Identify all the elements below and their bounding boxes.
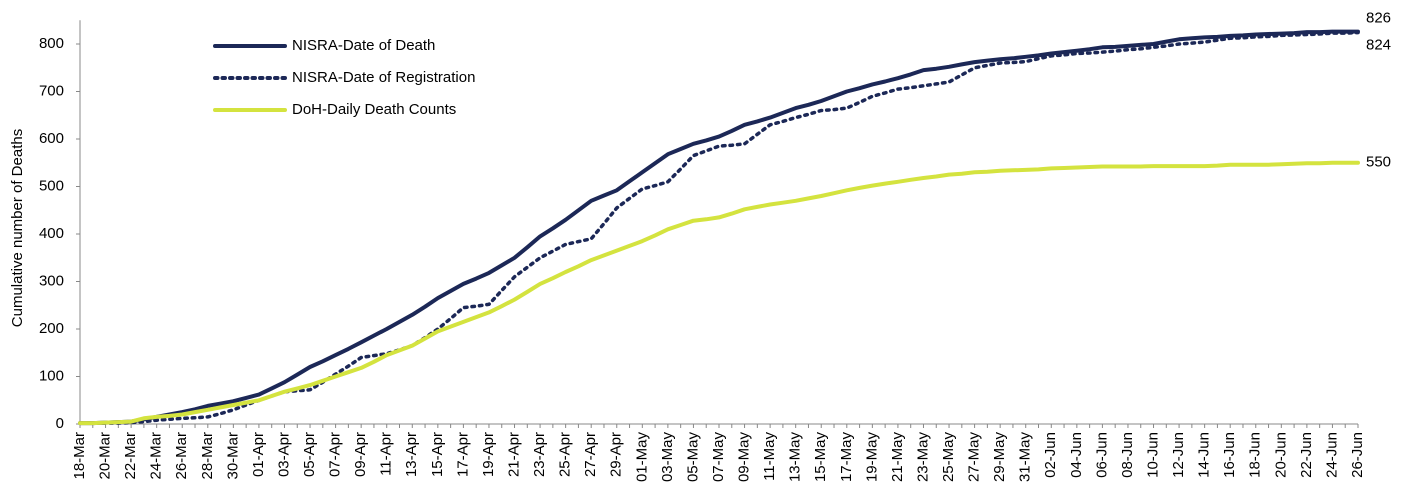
x-tick-label: 11-Apr (378, 432, 395, 476)
x-tick-label: 16-Jun (1221, 432, 1238, 478)
x-tick-label: 07-May (710, 432, 727, 483)
y-tick-label: 700 (39, 82, 64, 99)
x-tick-label: 08-Jun (1119, 432, 1136, 478)
x-tick-label: 26-Jun (1349, 432, 1366, 478)
x-tick-label: 11-May (761, 432, 778, 481)
x-tick-label: 12-Jun (1170, 432, 1187, 478)
x-tick-label: 17-May (838, 432, 855, 483)
x-tick-label: 19-Apr (480, 432, 497, 477)
x-tick-label: 03-Apr (275, 432, 292, 477)
x-tick-label: 26-Mar (173, 432, 190, 480)
y-tick-label: 200 (39, 320, 64, 337)
x-tick-label: 15-Apr (429, 432, 446, 477)
x-tick-label: 30-Mar (224, 432, 241, 480)
y-tick-label: 600 (39, 130, 64, 147)
x-tick-label: 21-Apr (505, 432, 522, 477)
x-tick-label: 20-Mar (97, 432, 114, 480)
x-tick-label: 22-Mar (122, 432, 139, 480)
x-tick-label: 23-May (914, 432, 931, 483)
legend-label: NISRA-Date of Registration (292, 69, 475, 86)
y-tick-label: 400 (39, 225, 64, 242)
x-tick-label: 01-Apr (250, 432, 267, 477)
y-tick-label: 0 (56, 415, 64, 432)
x-tick-label: 05-May (684, 432, 701, 483)
x-tick-label: 04-Jun (1068, 432, 1085, 478)
x-tick-label: 31-May (1017, 432, 1034, 483)
x-tick-label: 13-Apr (403, 432, 420, 477)
x-tick-label: 10-Jun (1144, 432, 1161, 478)
end-label: 550 (1366, 154, 1391, 171)
x-tick-label: 29-May (991, 432, 1008, 483)
x-tick-label: 13-May (787, 432, 804, 483)
series-line (78, 30, 1360, 425)
x-tick-label: 09-Apr (352, 432, 369, 477)
x-tick-label: 18-Mar (71, 432, 88, 480)
x-tick-label: 20-Jun (1272, 432, 1289, 478)
x-tick-label: 17-Apr (454, 432, 471, 477)
x-tick-label: 01-May (633, 432, 650, 483)
y-tick-label: 500 (39, 177, 64, 194)
end-label: 824 (1366, 37, 1391, 54)
x-tick-label: 05-Apr (301, 432, 318, 477)
x-tick-label: 09-May (736, 432, 753, 483)
series-line (78, 29, 1360, 426)
x-tick-label: 14-Jun (1196, 432, 1213, 478)
y-tick-label: 300 (39, 272, 64, 289)
x-tick-label: 27-May (966, 432, 983, 483)
legend-label: DoH-Daily Death Counts (292, 101, 456, 118)
x-tick-label: 06-Jun (1093, 432, 1110, 478)
x-tick-label: 03-May (659, 432, 676, 483)
y-axis-label: Cumulative number of Deaths (9, 129, 26, 327)
y-tick-label: 100 (39, 367, 64, 384)
x-tick-label: 02-Jun (1042, 432, 1059, 478)
y-tick-label: 800 (39, 35, 64, 52)
x-tick-label: 29-Apr (608, 432, 625, 477)
x-tick-label: 24-Mar (148, 432, 165, 480)
x-tick-label: 25-Apr (557, 432, 574, 477)
x-tick-label: 25-May (940, 432, 957, 483)
x-tick-label: 28-Mar (199, 432, 216, 480)
x-tick-label: 21-May (889, 432, 906, 483)
x-tick-label: 24-Jun (1323, 432, 1340, 478)
x-tick-label: 23-Apr (531, 432, 548, 477)
series-line (78, 160, 1360, 426)
x-tick-label: 15-May (812, 432, 829, 483)
legend-label: NISRA-Date of Death (292, 37, 435, 54)
end-label: 826 (1366, 10, 1391, 27)
x-tick-label: 18-Jun (1247, 432, 1264, 478)
x-tick-label: 27-Apr (582, 432, 599, 477)
x-tick-label: 07-Apr (327, 432, 344, 477)
x-tick-label: 22-Jun (1298, 432, 1315, 478)
x-tick-label: 19-May (863, 432, 880, 483)
